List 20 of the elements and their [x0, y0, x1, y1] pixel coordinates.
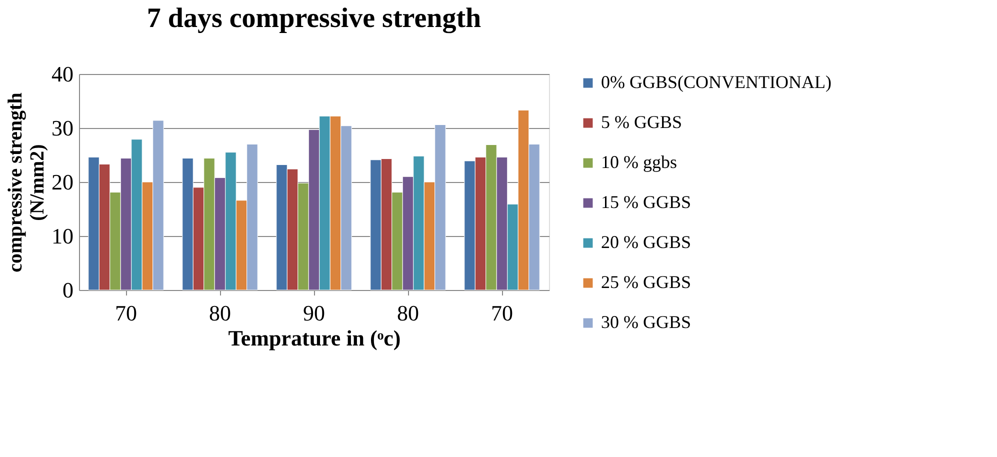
x-tick-label: 80	[397, 300, 419, 326]
y-tick-label: 10	[52, 224, 74, 248]
legend-label: 25 % GGBS	[601, 272, 692, 292]
y-tick-label: 0	[62, 278, 74, 302]
y-axis-title: compressive strength (N/mm2)	[4, 92, 48, 272]
x-tick-label: 80	[209, 300, 231, 326]
legend-label: 15 % GGBS	[601, 192, 692, 212]
legend-label: 10 % ggbs	[601, 152, 677, 172]
y-tick-label: 30	[52, 116, 74, 140]
legend-label: 30 % GGBS	[601, 312, 692, 332]
x-tick-label: 70	[491, 300, 513, 326]
legend-label: 20 % GGBS	[601, 232, 692, 252]
y-tick-label: 20	[52, 170, 74, 194]
x-tick-label: 90	[303, 300, 325, 326]
chart-title: 7 days compressive strength	[146, 3, 482, 34]
legend-label: 0% GGBS(CONVENTIONAL)	[601, 72, 832, 92]
legend-label: 5 % GGBS	[601, 112, 682, 132]
x-tick-label: 70	[115, 300, 137, 326]
x-axis-title: Temprature in (ᵒc)	[228, 326, 401, 350]
y-tick-label: 40	[52, 62, 74, 86]
